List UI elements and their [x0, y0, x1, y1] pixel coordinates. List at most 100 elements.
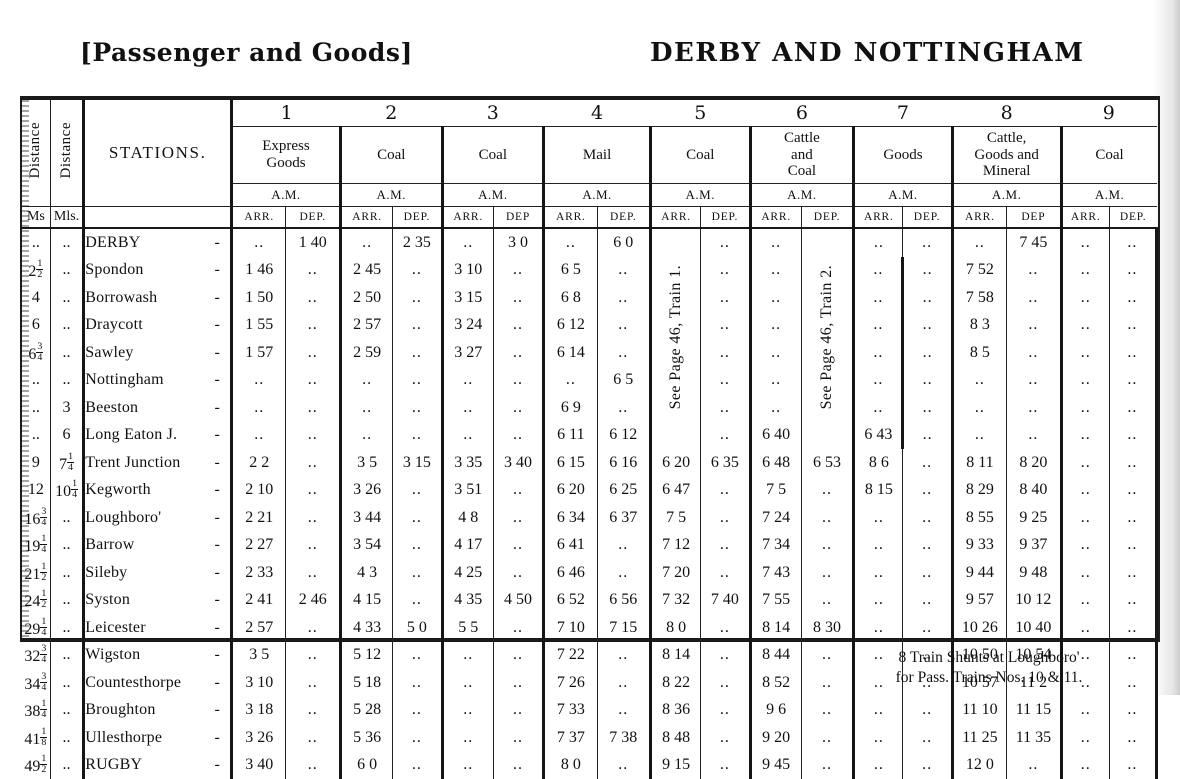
time-cell-empty: ..	[750, 284, 801, 312]
time-cell-empty: ..	[701, 614, 750, 642]
station-dash: -	[214, 399, 220, 417]
time-cell-empty: ..	[442, 752, 493, 779]
time-cell: 2 2	[232, 449, 286, 477]
time-cell: 6 12	[544, 312, 597, 340]
time-cell-empty: ..	[903, 422, 952, 450]
time-cell-empty: ..	[1061, 587, 1109, 615]
time-cell: 6 56	[597, 587, 650, 615]
time-cell-empty: ..	[903, 614, 952, 642]
time-cell-empty: ..	[801, 724, 853, 752]
time-cell: 8 55	[952, 504, 1006, 532]
time-cell-empty: ..	[493, 284, 543, 312]
time-cell: 8 15	[854, 477, 903, 505]
time-cell: 4 35	[442, 587, 493, 615]
time-cell-empty: ..	[854, 284, 903, 312]
train-kind-2-text: Coal	[377, 147, 405, 163]
time-cell-empty: ..	[286, 614, 340, 642]
time-cell: 9 15	[651, 752, 701, 779]
distance-left-value: 4	[22, 284, 50, 312]
station-dash: -	[214, 509, 220, 527]
time-cell: 5 18	[340, 669, 392, 697]
time-cell-empty: ..	[903, 228, 952, 257]
unit-right: Mls.	[50, 207, 84, 229]
time-cell-empty: ..	[801, 504, 853, 532]
time-cell-empty: ..	[903, 587, 952, 615]
time-cell: 8 0	[544, 752, 597, 779]
time-cell-empty: ..	[597, 559, 650, 587]
time-cell-empty: ..	[493, 669, 543, 697]
time-cell-empty: ..	[544, 228, 597, 257]
time-cell-empty: ..	[442, 228, 493, 257]
time-cell: 8 14	[750, 614, 801, 642]
time-cell: 7 58	[952, 284, 1006, 312]
time-cell-empty: ..	[597, 752, 650, 779]
header-number-row: Distance Distance STATIONS. 1 2 3 4 5 6 …	[22, 100, 1157, 127]
time-cell: 1 55	[232, 312, 286, 340]
time-cell-empty: ..	[1061, 228, 1109, 257]
time-cell-empty: ..	[286, 449, 340, 477]
time-cell-empty: ..	[493, 752, 543, 779]
time-cell-empty: ..	[493, 312, 543, 340]
timetable-frame: Distance Distance STATIONS. 1 2 3 4 5 6 …	[20, 96, 1160, 642]
time-cell-empty: ..	[701, 477, 750, 505]
time-cell-empty: ..	[801, 697, 853, 725]
time-cell-empty: ..	[340, 367, 392, 395]
table-row: ....Nottingham-..............6 5........…	[22, 367, 1157, 395]
time-cell: 3 18	[232, 697, 286, 725]
time-cell-empty: ..	[701, 339, 750, 367]
time-cell: 6 41	[544, 532, 597, 560]
time-cell-empty: ..	[1007, 367, 1061, 395]
time-cell-empty: ..	[801, 752, 853, 779]
see-page-46-train-2-note: See Page 46, Train 2.	[801, 228, 853, 449]
station-dash: -	[214, 426, 220, 444]
time-cell: 2 27	[232, 532, 286, 560]
distance-right-value: ..	[50, 724, 84, 752]
time-cell: 10 40	[1007, 614, 1061, 642]
time-cell: 2 41	[232, 587, 286, 615]
time-cell: 7 34	[750, 532, 801, 560]
station-dash: -	[214, 646, 220, 664]
time-cell: 6 9	[544, 394, 597, 422]
time-cell: 8 14	[651, 642, 701, 670]
time-cell-empty: ..	[442, 367, 493, 395]
time-cell-empty: ..	[393, 312, 442, 340]
time-cell-empty: ..	[442, 422, 493, 450]
time-cell: 2 57	[232, 614, 286, 642]
station-name: Ullesthorpe-	[84, 724, 232, 752]
time-cell-empty: ..	[286, 422, 340, 450]
time-cell-empty: ..	[340, 394, 392, 422]
train-kind-2: Coal	[340, 127, 442, 184]
table-row: 6..Draycott-1 55..2 57..3 24..6 12......…	[22, 312, 1157, 340]
time-cell-empty: ..	[952, 228, 1006, 257]
time-cell: 12 0	[952, 752, 1006, 779]
time-cell-empty: ..	[493, 504, 543, 532]
time-cell: 7 45	[1007, 228, 1061, 257]
station-name: Nottingham-	[84, 367, 232, 395]
time-cell: 4 15	[340, 587, 392, 615]
station-name: Kegworth-	[84, 477, 232, 505]
train-period-4: A.M.	[544, 184, 651, 207]
train-kind-5-text: Coal	[686, 147, 714, 163]
time-cell-empty: ..	[1007, 394, 1061, 422]
time-cell: 1 50	[232, 284, 286, 312]
time-cell: 4 25	[442, 559, 493, 587]
station-dash: -	[214, 536, 220, 554]
dep-1: DEP.	[286, 207, 340, 229]
time-cell-empty: ..	[1061, 312, 1109, 340]
time-cell-empty: ..	[1007, 284, 1061, 312]
time-cell: 6 20	[544, 477, 597, 505]
train-kind-7-text: Goods	[883, 147, 922, 163]
time-cell: 9 45	[750, 752, 801, 779]
